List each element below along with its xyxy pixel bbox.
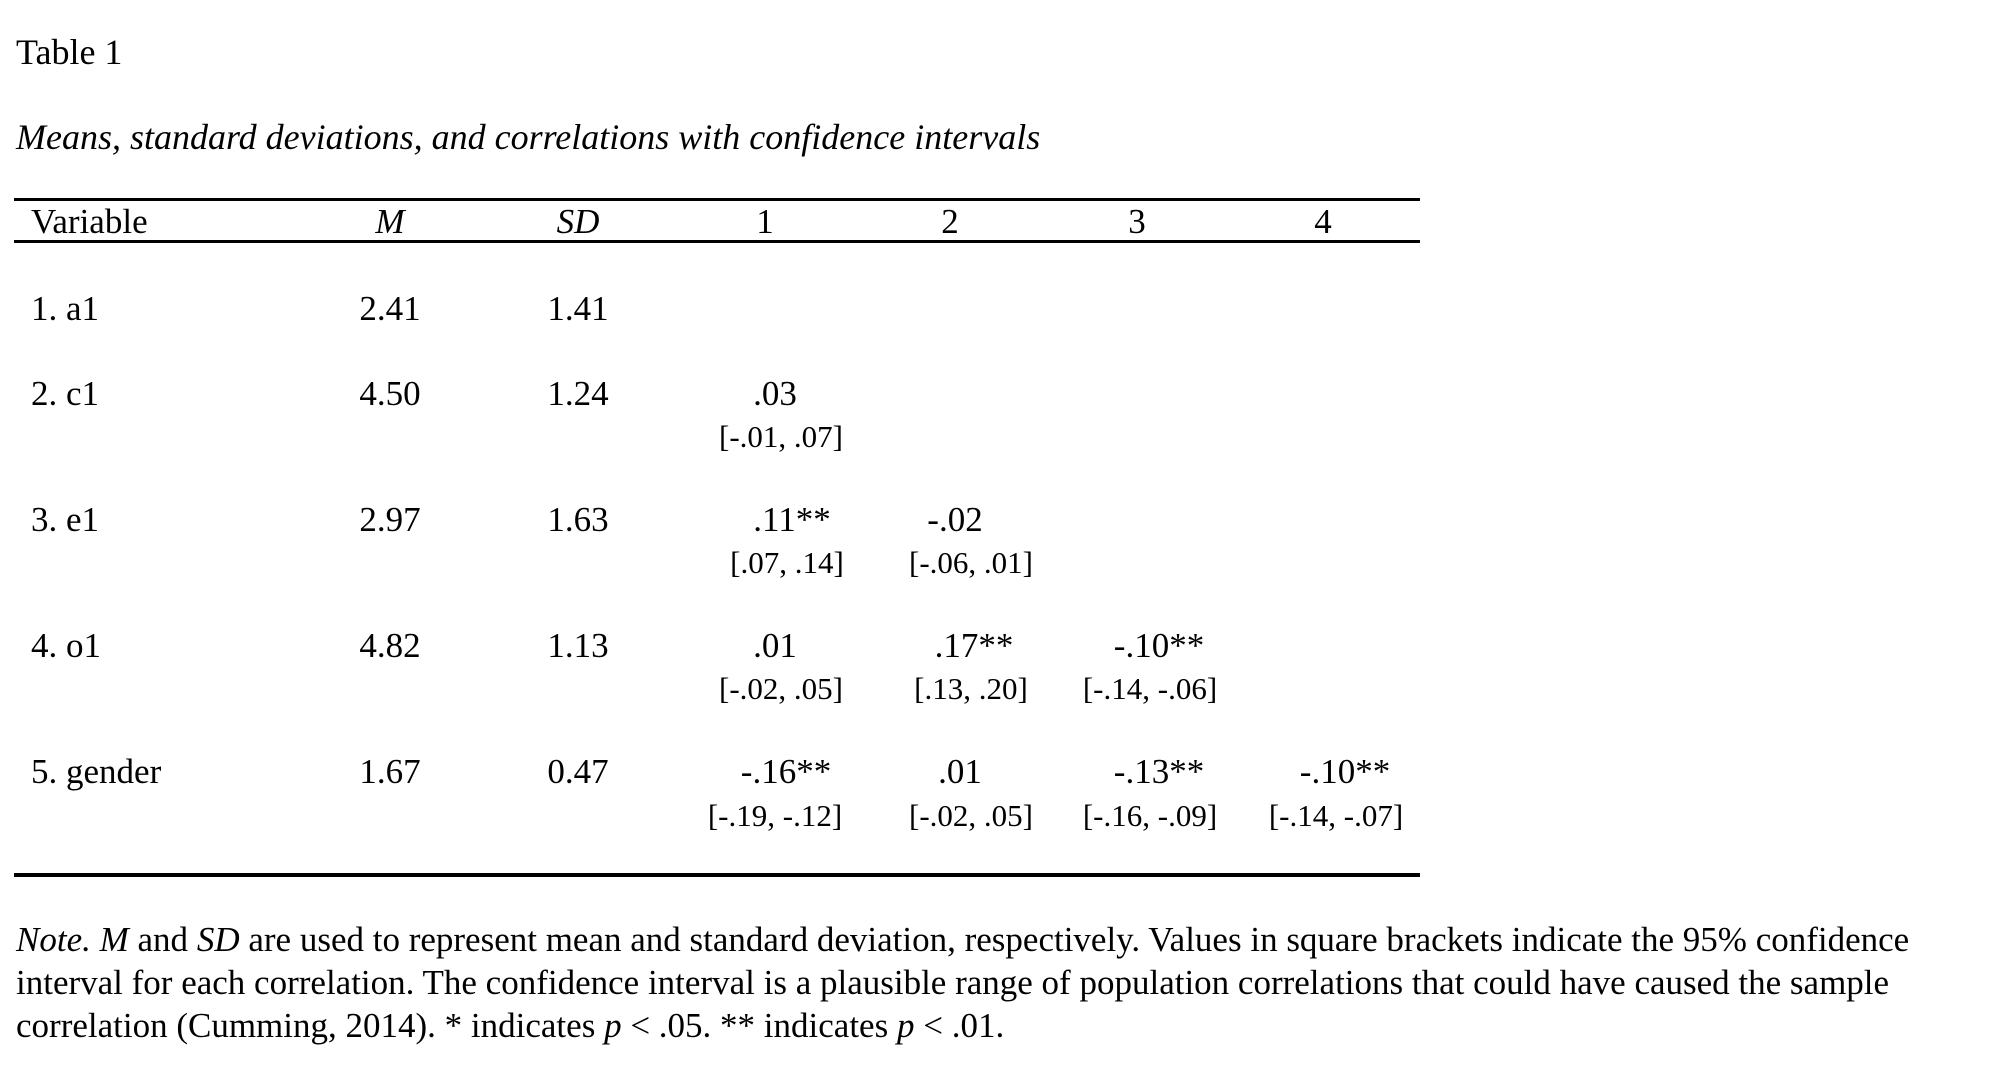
row-variable: 3. e1 <box>31 500 100 539</box>
confidence-interval: [-.06, .01] <box>909 545 1033 580</box>
row-variable: 5. gender <box>31 752 162 791</box>
confidence-interval: [-.02, .05] <box>909 798 1033 833</box>
correlation-value: .17** <box>934 626 1014 665</box>
row-variable: 1. a1 <box>31 289 100 328</box>
header-col-4: 4 <box>1314 202 1332 241</box>
note-p-1: p <box>604 1006 622 1045</box>
table-note: Note. M and SD are used to represent mea… <box>16 918 1996 1047</box>
row-sd: 1.13 <box>547 626 609 665</box>
note-sd: SD <box>196 920 240 959</box>
note-text-3: < .01. <box>914 1006 1005 1045</box>
correlation-value: .01 <box>938 752 982 791</box>
confidence-interval: [-.01, .07] <box>719 419 843 454</box>
table-bottom-rule <box>14 873 1420 877</box>
confidence-interval: [-.16, -.09] <box>1082 798 1218 833</box>
header-col-1: 1 <box>756 202 774 241</box>
header-col-3: 3 <box>1128 202 1146 241</box>
row-mean: 4.82 <box>359 626 421 665</box>
correlation-value: .11** <box>753 500 831 539</box>
note-p-2: p <box>896 1006 915 1045</box>
table-title: Means, standard deviations, and correlat… <box>16 117 1041 157</box>
header-col-2: 2 <box>941 202 959 241</box>
row-variable: 2. c1 <box>31 374 100 413</box>
correlation-value: -.02 <box>927 500 983 539</box>
confidence-interval: [.07, .14] <box>730 545 844 580</box>
table-top-rule <box>14 198 1420 201</box>
row-variable: 4. o1 <box>31 626 101 665</box>
header-sd: SD <box>556 202 600 241</box>
row-sd: 0.47 <box>547 752 609 791</box>
row-sd: 1.41 <box>547 289 609 328</box>
table-number: Table 1 <box>16 32 123 72</box>
correlation-value: .01 <box>753 626 797 665</box>
note-m: M <box>99 920 129 959</box>
note-text-2: < .05. ** indicates <box>621 1006 897 1045</box>
correlation-value: -.16** <box>740 752 832 791</box>
correlation-value: -.13** <box>1113 752 1205 791</box>
row-mean: 2.41 <box>359 289 421 328</box>
confidence-interval: [.13, .20] <box>914 671 1028 706</box>
correlation-value: -.10** <box>1113 626 1205 665</box>
header-m: M <box>375 202 405 241</box>
correlation-value: -.10** <box>1299 752 1391 791</box>
confidence-interval: [-.14, -.07] <box>1268 798 1404 833</box>
table-header-rule <box>14 240 1420 243</box>
confidence-interval: [-.19, -.12] <box>707 798 843 833</box>
note-label: Note. <box>16 920 91 959</box>
row-sd: 1.63 <box>547 500 609 539</box>
confidence-interval: [-.14, -.06] <box>1082 671 1218 706</box>
note-text-1: are used to represent mean and standard … <box>16 920 1910 1045</box>
confidence-interval: [-.02, .05] <box>719 671 843 706</box>
row-sd: 1.24 <box>547 374 609 413</box>
row-mean: 2.97 <box>359 500 421 539</box>
correlation-value: .03 <box>753 374 797 413</box>
note-and: and <box>128 920 197 959</box>
header-variable: Variable <box>31 202 148 241</box>
row-mean: 4.50 <box>359 374 421 413</box>
row-mean: 1.67 <box>359 752 421 791</box>
